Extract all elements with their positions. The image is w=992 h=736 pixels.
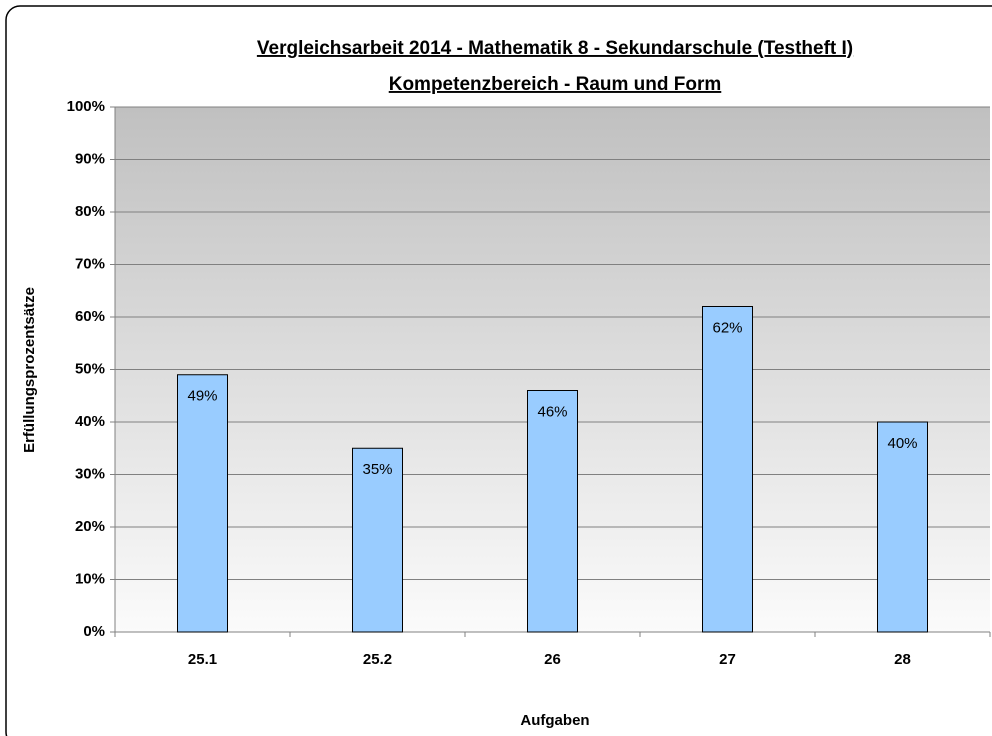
x-tick-label: 25.1: [188, 651, 217, 668]
bar: [527, 390, 578, 633]
x-tick-label: 27: [719, 651, 736, 668]
bar: [702, 306, 753, 633]
y-tick-label: 40%: [75, 413, 105, 430]
y-axis-label: Erfüllungsprozentsätze: [21, 287, 38, 453]
x-tick-label: 25.2: [363, 651, 392, 668]
x-axis-label: Aufgaben: [520, 712, 589, 729]
data-label: 62%: [712, 319, 742, 336]
y-tick-label: 90%: [75, 150, 105, 167]
y-tick-label: 80%: [75, 203, 105, 220]
y-tick-label: 0%: [83, 623, 105, 640]
chart-title: Vergleichsarbeit 2014 - Mathematik 8 - S…: [257, 38, 853, 59]
y-tick-label: 20%: [75, 518, 105, 535]
y-tick-label: 10%: [75, 570, 105, 587]
bar: [352, 447, 403, 633]
chart-subtitle: Kompetenzbereich - Raum und Form: [389, 74, 722, 95]
y-tick-label: 50%: [75, 360, 105, 377]
y-tick-label: 100%: [67, 98, 105, 115]
y-tick-label: 70%: [75, 255, 105, 272]
data-label: 46%: [537, 403, 567, 420]
data-label: 40%: [887, 435, 917, 452]
x-tick-label: 28: [894, 651, 911, 668]
data-label: 49%: [187, 388, 217, 405]
x-tick-label: 26: [544, 651, 561, 668]
y-tick-label: 60%: [75, 308, 105, 325]
y-tick-label: 30%: [75, 465, 105, 482]
bar: [877, 421, 928, 633]
data-label: 35%: [362, 461, 392, 478]
bar: [177, 374, 228, 633]
